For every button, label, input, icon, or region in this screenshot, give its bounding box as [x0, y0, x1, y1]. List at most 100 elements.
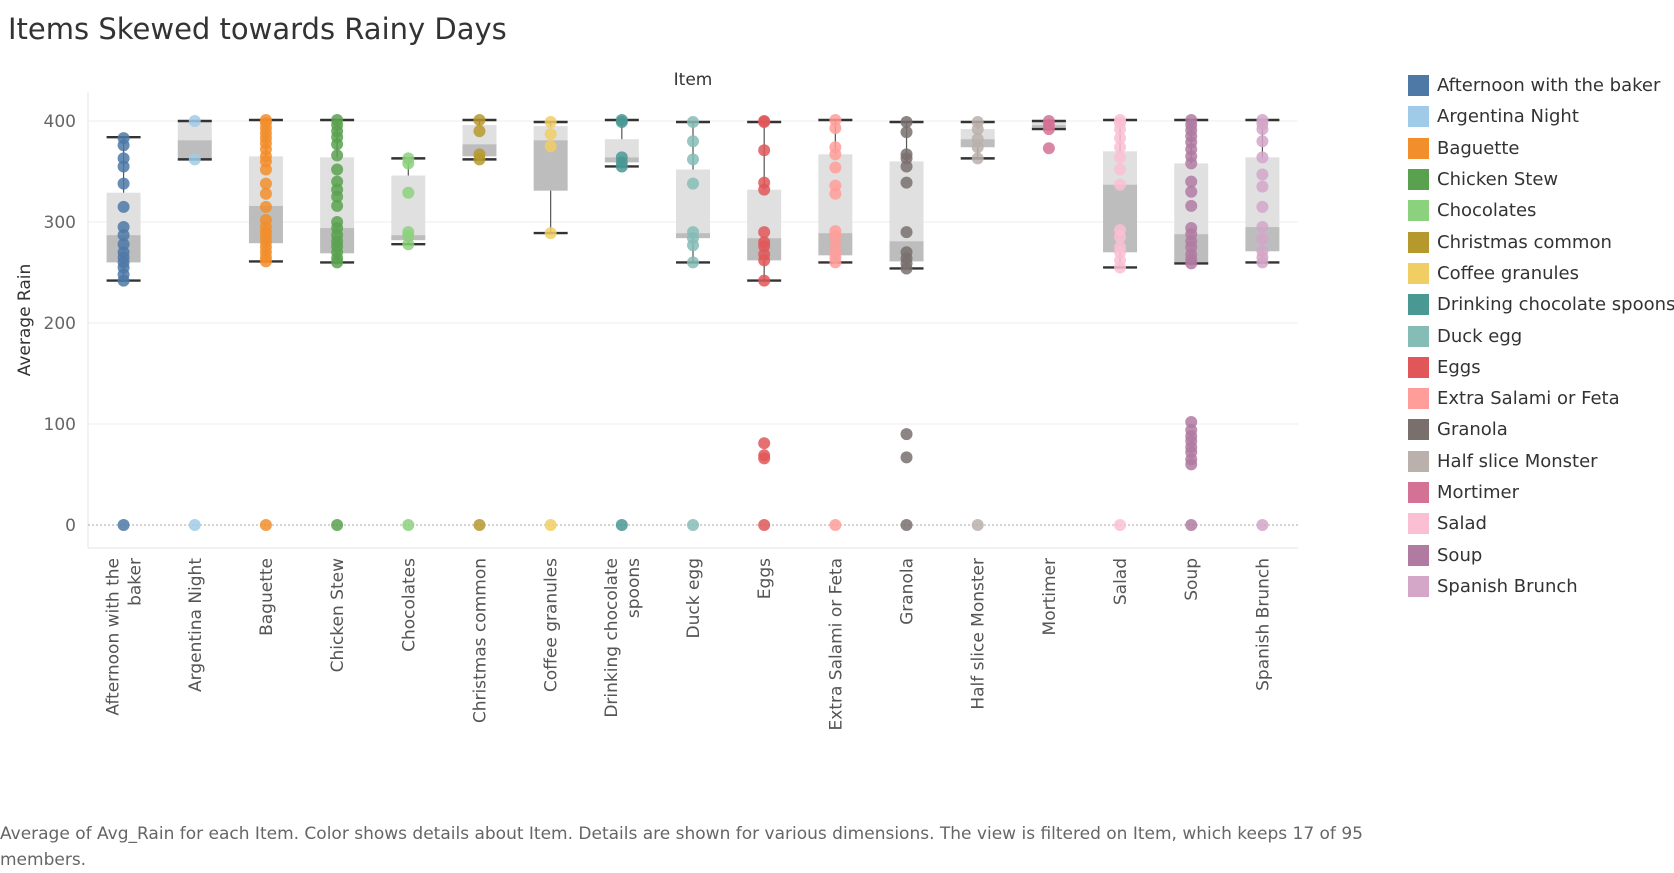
data-point	[1256, 180, 1269, 193]
data-point	[331, 163, 344, 176]
legend-swatch	[1408, 294, 1429, 316]
data-point	[1185, 199, 1198, 212]
data-point	[331, 519, 344, 531]
data-point	[1185, 519, 1198, 531]
legend-item[interactable]: Salad	[1408, 508, 1670, 539]
legend-swatch	[1408, 450, 1429, 472]
data-point	[117, 238, 130, 251]
legend-item[interactable]: Afternoon with the baker	[1408, 70, 1670, 101]
legend: Afternoon with the baker Argentina Night B…	[1408, 70, 1674, 602]
data-point	[331, 175, 344, 188]
data-point	[544, 227, 557, 240]
legend-label: Granola	[1437, 419, 1508, 441]
points-11	[900, 116, 913, 531]
data-point	[259, 113, 272, 126]
data-point	[1114, 224, 1127, 237]
legend-item[interactable]: Baguette	[1408, 133, 1670, 164]
data-point	[900, 246, 913, 259]
box-lower	[177, 140, 212, 160]
legend-item[interactable]: Coffee granules	[1408, 258, 1670, 289]
data-point	[687, 256, 699, 269]
legend-item[interactable]: Eggs	[1408, 352, 1670, 383]
data-point	[758, 449, 771, 462]
data-point	[1042, 142, 1055, 155]
legend-item[interactable]: Chicken Stew	[1408, 164, 1670, 195]
data-point	[687, 177, 699, 190]
data-point	[1256, 168, 1269, 181]
data-point	[402, 519, 415, 531]
data-point	[117, 519, 130, 531]
legend-item[interactable]: Chocolates	[1408, 195, 1670, 226]
data-point	[188, 153, 201, 166]
data-point	[402, 186, 415, 199]
data-point	[971, 519, 984, 531]
legend-label: Salad	[1437, 513, 1487, 535]
chart-title: Items Skewed towards Rainy Days	[8, 12, 507, 46]
points-6	[544, 116, 557, 531]
x-tick-label: Soup	[1182, 558, 1202, 601]
legend-item[interactable]: Extra Salami or Feta	[1408, 383, 1670, 414]
points-9	[758, 115, 771, 531]
legend-item[interactable]: Soup	[1408, 539, 1670, 570]
points-14	[1114, 113, 1127, 531]
x-tick-label: Baguette	[257, 558, 277, 636]
data-point	[331, 149, 344, 162]
legend-label: Christmas common	[1437, 231, 1612, 253]
x-tick-label: Coffee granules	[542, 558, 562, 692]
data-point	[615, 151, 628, 164]
data-point	[1256, 221, 1269, 234]
x-tick-label: Argentina Night	[186, 558, 206, 692]
data-point	[615, 519, 628, 531]
data-point	[402, 226, 415, 239]
data-point	[1185, 175, 1198, 188]
legend-item[interactable]: Drinking chocolate spoons	[1408, 289, 1674, 320]
legend-label: Spanish Brunch	[1437, 575, 1578, 597]
legend-item[interactable]: Christmas common	[1408, 226, 1670, 257]
box-4	[391, 157, 426, 246]
data-point	[900, 451, 913, 464]
data-point	[1256, 200, 1269, 213]
legend-swatch	[1408, 106, 1429, 128]
legend-label: Drinking chocolate spoons	[1437, 294, 1674, 316]
legend-item[interactable]: Spanish Brunch	[1408, 571, 1670, 602]
x-tick-label: Chocolates	[399, 558, 419, 652]
legend-label: Baguette	[1437, 137, 1520, 159]
data-point	[1114, 178, 1127, 191]
legend-label: Extra Salami or Feta	[1437, 388, 1620, 410]
data-point	[687, 135, 699, 148]
data-point	[687, 116, 699, 129]
legend-swatch	[1408, 356, 1429, 378]
legend-swatch	[1408, 482, 1429, 503]
legend-swatch	[1408, 419, 1429, 441]
data-point	[1114, 163, 1127, 176]
data-point	[1185, 113, 1198, 126]
data-point	[473, 519, 486, 531]
y-tick-label: 200	[44, 314, 76, 334]
data-point	[829, 141, 842, 154]
x-axis-title: Item	[674, 70, 713, 90]
data-point	[758, 226, 771, 239]
data-point	[1256, 519, 1269, 531]
legend-swatch	[1408, 200, 1429, 222]
legend-item[interactable]: Mortimer	[1408, 477, 1670, 508]
data-point	[1114, 241, 1127, 254]
points-0	[117, 132, 130, 531]
data-point	[1256, 151, 1269, 164]
legend-item[interactable]: Argentina Night	[1408, 101, 1670, 132]
legend-item[interactable]: Granola	[1408, 414, 1670, 445]
data-point	[615, 113, 628, 126]
data-point	[259, 213, 272, 226]
data-point	[900, 226, 913, 239]
data-point	[829, 113, 842, 126]
x-tick-label: Salad	[1111, 558, 1131, 605]
legend-item[interactable]: Duck egg	[1408, 320, 1670, 351]
data-point	[687, 519, 699, 531]
legend-item[interactable]: Half slice Monster	[1408, 446, 1670, 477]
y-axis-title: Average Rain	[15, 264, 35, 377]
data-point	[829, 519, 842, 531]
points-7	[615, 113, 628, 531]
data-point	[331, 216, 344, 228]
points-2	[259, 113, 272, 531]
data-point	[544, 128, 557, 141]
x-tick-label: Granola	[898, 558, 918, 625]
